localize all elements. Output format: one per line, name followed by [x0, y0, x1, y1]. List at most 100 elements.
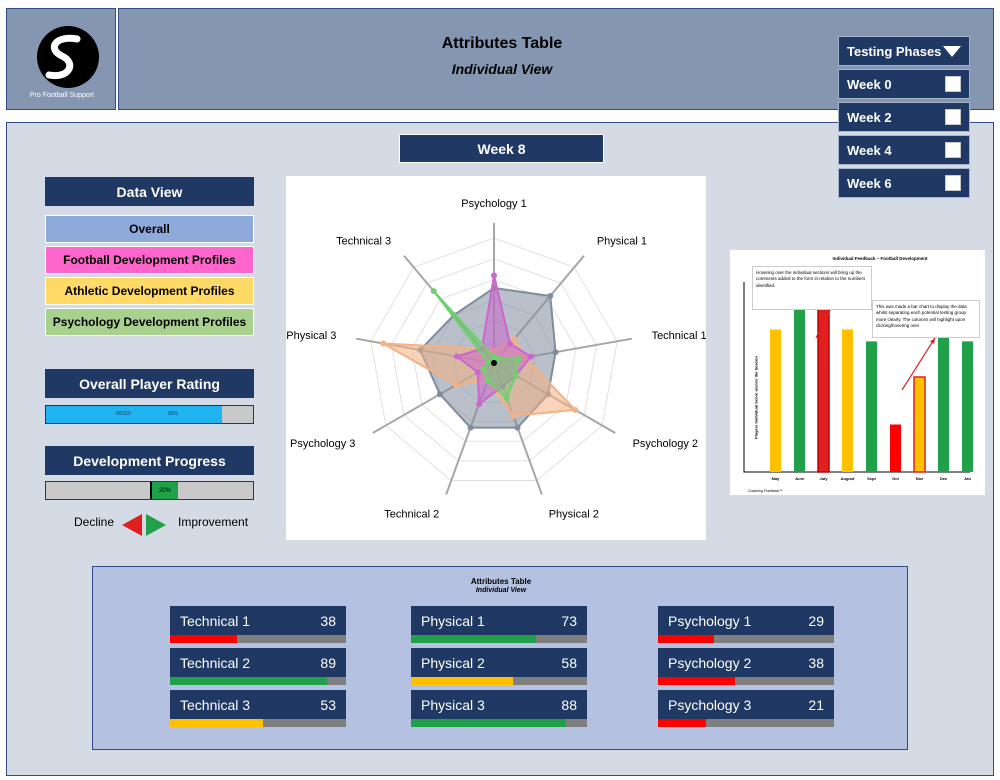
chart-note: This was made a bar chart to display the… — [872, 300, 980, 338]
attribute-value: 73 — [561, 612, 577, 629]
attribute-bar-fill — [411, 719, 566, 727]
radar-point — [572, 406, 579, 413]
attribute-bar — [411, 719, 587, 727]
radar-chart: Psychology 1 Physical 1 Technical 1 Psychol… — [286, 176, 707, 540]
radar-point — [484, 377, 491, 384]
attribute-value: 89 — [320, 654, 336, 671]
feedback-bar-chart: May June July August Sept Oct Nov Dec Jan Indivi… — [730, 250, 985, 495]
table-title: Attributes Table — [470, 577, 532, 586]
attribute-bar — [658, 635, 834, 643]
phase-label: Week 6 — [847, 175, 892, 191]
radar-point — [514, 424, 521, 431]
mini-chart-bar[interactable] — [866, 341, 877, 472]
phase-checkbox[interactable] — [945, 175, 961, 191]
table-subtitle: Individual View — [475, 587, 527, 594]
attribute-label: Physical 2 — [421, 654, 485, 671]
phase-item-week-2[interactable]: Week 2 — [838, 102, 970, 132]
development-progress-bar: 20% — [45, 481, 254, 500]
callout-arrow-head — [825, 310, 830, 316]
data-view-athletic[interactable]: Athletic Development Profiles — [45, 277, 254, 305]
data-view-psychology[interactable]: Psychology Development Profiles — [45, 308, 254, 336]
mini-chart-category: Jan — [964, 476, 971, 481]
data-view-football[interactable]: Football Development Profiles — [45, 246, 254, 274]
attribute-label: Psychology 1 — [668, 612, 752, 629]
mini-chart-footer: Coaching Feedback™ — [748, 489, 783, 493]
attribute-card: Psychology 3 21 — [658, 690, 834, 719]
attribute-card: Physical 1 73 — [411, 606, 587, 635]
mini-chart-category: June — [795, 476, 805, 481]
attribute-bar — [658, 677, 834, 685]
radar-point — [495, 355, 502, 362]
attribute-value: 38 — [808, 654, 824, 671]
week-label: Week 8 — [399, 134, 604, 163]
radar-point — [484, 358, 491, 365]
radar-point — [510, 412, 517, 419]
radar-axis-label: Physical 3 — [286, 330, 336, 342]
radar-grid-ring — [370, 237, 618, 481]
attribute-bar — [170, 635, 346, 643]
attribute-card: Psychology 2 38 — [658, 648, 834, 677]
radar-grid-ring — [390, 258, 598, 462]
radar-axis-label: Physical 2 — [549, 508, 599, 520]
radar-point — [511, 336, 518, 343]
mini-chart-bar[interactable] — [890, 424, 901, 473]
radar-axis-label: Technical 2 — [384, 508, 439, 520]
phase-item-week-6[interactable]: Week 6 — [838, 168, 970, 198]
mini-chart-ylabel: Players Individual Score across the Seas… — [753, 356, 759, 439]
overall-rating-bar: 60/110 55% — [45, 405, 254, 424]
rating-percent-text: 55% — [168, 411, 179, 417]
phase-item-week-0[interactable]: Week 0 — [838, 69, 970, 99]
attribute-bar — [658, 719, 834, 727]
attribute-value: 21 — [808, 696, 824, 713]
mini-chart-bar[interactable] — [938, 329, 949, 473]
radar-center — [491, 360, 497, 366]
testing-phases-dropdown[interactable]: Testing Phases — [838, 36, 970, 66]
mini-chart-title: Individual Feedback – Football Developme… — [832, 256, 928, 261]
phase-item-week-4[interactable]: Week 4 — [838, 135, 970, 165]
dropdown-triangle-icon — [943, 45, 961, 57]
improvement-label: Improvement — [178, 515, 249, 529]
attribute-value: 88 — [561, 696, 577, 713]
development-progress-title: Development Progress — [45, 446, 254, 475]
phase-label: Week 2 — [847, 109, 892, 125]
mini-chart-bar[interactable] — [770, 329, 781, 473]
attribute-label: Physical 1 — [421, 612, 485, 629]
attribute-bar-fill — [658, 719, 706, 727]
data-view-overall[interactable]: Overall — [45, 215, 254, 243]
attribute-card: Physical 2 58 — [411, 648, 587, 677]
mini-chart-bar[interactable] — [962, 341, 973, 472]
attribute-card: Physical 3 88 — [411, 690, 587, 719]
phase-checkbox[interactable] — [945, 109, 961, 125]
attribute-bar-fill — [170, 719, 264, 727]
attribute-card: Psychology 1 29 — [658, 606, 834, 635]
radar-point — [453, 381, 460, 388]
overall-rating-title: Overall Player Rating — [45, 369, 254, 398]
radar-point — [436, 391, 443, 398]
attribute-value: 38 — [320, 612, 336, 629]
radar-point — [527, 353, 534, 360]
phase-checkbox[interactable] — [945, 142, 961, 158]
radar-point — [547, 292, 554, 299]
radar-point — [552, 349, 559, 356]
radar-point — [454, 353, 461, 360]
improvement-arrow-icon — [146, 514, 166, 536]
mini-chart-category: Nov — [916, 476, 924, 481]
mini-chart-bar[interactable] — [842, 329, 853, 473]
radar-series-3 — [432, 290, 520, 400]
radar-point — [503, 395, 510, 402]
phase-label: Week 4 — [847, 142, 892, 158]
attribute-bar-fill — [170, 677, 327, 685]
logo-icon — [37, 26, 99, 88]
radar-point — [430, 288, 437, 295]
mini-chart-category: May — [772, 476, 781, 481]
mini-chart-category: July — [819, 476, 828, 481]
callout-arrow — [901, 337, 936, 391]
decline-label: Decline — [74, 515, 115, 529]
attribute-card: Technical 2 89 — [170, 648, 346, 677]
mini-chart-bar[interactable] — [794, 293, 805, 472]
attribute-label: Psychology 2 — [668, 654, 752, 671]
phase-checkbox[interactable] — [945, 76, 961, 92]
attribute-bar — [170, 719, 346, 727]
radar-grid-ring — [411, 279, 577, 442]
mini-chart-bar[interactable] — [913, 376, 926, 473]
